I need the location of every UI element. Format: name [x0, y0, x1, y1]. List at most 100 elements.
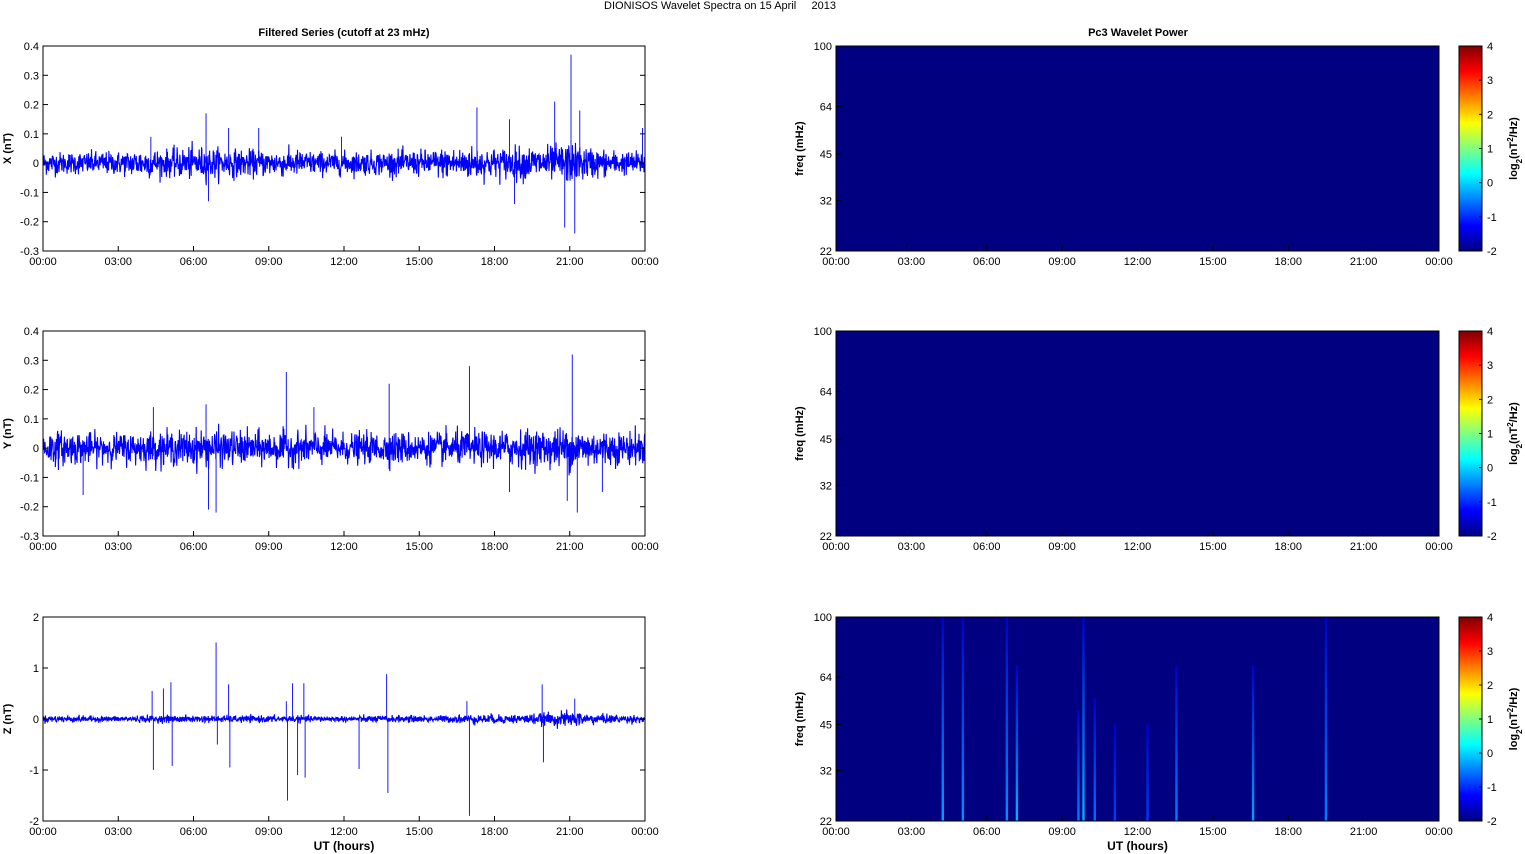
colorbar	[1458, 45, 1483, 252]
y-tick-label: 0	[33, 443, 39, 455]
x-tick-label: 09:00	[255, 541, 283, 553]
plot-area	[43, 331, 645, 536]
x-tick-label: 15:00	[405, 256, 433, 268]
heatmap-streak	[1175, 665, 1178, 821]
y-axis-label: freq (mHz)	[794, 691, 806, 746]
x-tick-label: 12:00	[1124, 541, 1152, 553]
x-tick-label: 21:00	[556, 256, 584, 268]
x-tick-label: 06:00	[973, 541, 1001, 553]
y-axis-label: freq (mHz)	[794, 406, 806, 461]
y-tick-label: 32	[820, 480, 832, 492]
y-tick-label: 100	[814, 326, 832, 338]
colorbar-tick-label: 0	[1487, 463, 1493, 475]
y-tick-label: -1	[29, 765, 39, 777]
x-tick-label: 18:00	[481, 256, 509, 268]
colorbar-tick-label: 4	[1487, 326, 1493, 338]
y-tick-label: 0.1	[24, 414, 39, 426]
x-tick-label: 15:00	[1199, 826, 1227, 838]
y-tick-label: 22	[820, 816, 832, 828]
x-tick-label: 15:00	[405, 541, 433, 553]
y-tick-label: 2	[33, 612, 39, 624]
colorbar-label-sub: 2	[1515, 729, 1524, 734]
heatmap-background	[836, 46, 1439, 251]
colorbar-label-sup: 2	[1506, 137, 1515, 142]
x-tick-label: 18:00	[481, 541, 509, 553]
y-tick-label: 0.3	[24, 70, 39, 82]
right-column-title: Pc3 Wavelet Power	[1088, 27, 1189, 39]
y-tick-label: 100	[814, 41, 832, 53]
y-tick-label: 100	[814, 612, 832, 624]
y-tick-label: 0.2	[24, 100, 39, 112]
heatmap-streak	[1113, 724, 1117, 821]
y-tick-label: 64	[820, 386, 832, 398]
y-tick-label: -0.3	[20, 246, 39, 258]
heatmap-streak	[1251, 665, 1255, 821]
y-tick-label: 0.1	[24, 129, 39, 141]
x-tick-label: 12:00	[330, 256, 358, 268]
x-tick-label: 18:00	[1274, 541, 1302, 553]
heatmap-streak	[1093, 697, 1096, 821]
x-tick-label: 09:00	[255, 826, 283, 838]
colorbar-tick-label: 2	[1487, 680, 1493, 692]
y-tick-label: 0	[33, 158, 39, 170]
heatmap-streak	[1077, 710, 1080, 821]
colorbar-label: log2(nT2/Hz)	[1506, 117, 1524, 180]
x-tick-label: 06:00	[180, 256, 208, 268]
y-axis-label: freq (mHz)	[794, 121, 806, 176]
heatmap-streak	[1324, 617, 1328, 821]
x-tick-label: 15:00	[405, 826, 433, 838]
x-tick-label: 03:00	[104, 541, 132, 553]
heatmap-streak	[1015, 665, 1019, 821]
x-tick-label: 03:00	[104, 256, 132, 268]
x-tick-label: 18:00	[1274, 826, 1302, 838]
x-tick-label: 03:00	[898, 256, 926, 268]
y-tick-label: 22	[820, 246, 832, 258]
x-tick-label: 00:00	[631, 256, 659, 268]
x-tick-label: 03:00	[898, 826, 926, 838]
colorbar-tick-label: -1	[1487, 782, 1497, 794]
y-tick-label: 0.2	[24, 385, 39, 397]
y-tick-label: 64	[820, 672, 832, 684]
colorbar-tick-label: 3	[1487, 360, 1493, 372]
x-tick-label: 21:00	[556, 541, 584, 553]
x-tick-label: 12:00	[330, 826, 358, 838]
colorbar-tick-label: -1	[1487, 497, 1497, 509]
heatmap-background	[836, 331, 1439, 536]
colorbar-tick-label: 3	[1487, 75, 1493, 87]
heatmap-streak	[1082, 617, 1085, 821]
y-tick-label: -0.3	[20, 531, 39, 543]
colorbar-label: log2(nT2/Hz)	[1506, 402, 1524, 465]
y-tick-label: 32	[820, 195, 832, 207]
colorbar-label-sup: 2	[1506, 707, 1515, 712]
heatmap-streak	[1146, 724, 1149, 821]
y-axis-label: Y (nT)	[2, 418, 14, 449]
y-tick-label: -0.2	[20, 502, 39, 514]
x-tick-label: 00:00	[1425, 826, 1453, 838]
panels: -0.3 -0.2 -0.1 0 0.1 0.2 0.3 0.4 X (nT) 00:00 03:0…	[2, 41, 1524, 853]
y-tick-label: 45	[820, 720, 832, 732]
heatmap-streak	[941, 617, 944, 821]
x-tick-label: 09:00	[1048, 541, 1076, 553]
x-tick-label: 00:00	[1425, 256, 1453, 268]
x-tick-label: 15:00	[1199, 541, 1227, 553]
colorbar-tick-label: -2	[1487, 816, 1497, 828]
y-axis-label: X (nT)	[2, 133, 14, 164]
x-tick-label: 21:00	[1350, 256, 1378, 268]
timeseries-panel-x: -0.3 -0.2 -0.1 0 0.1 0.2 0.3 0.4 X (nT) 00:00 03:0…	[2, 41, 659, 268]
figure-title: DIONISOS Wavelet Spectra on 15 April 201…	[604, 0, 836, 12]
colorbar-tick-label: 2	[1487, 394, 1493, 406]
x-tick-label: 00:00	[822, 256, 850, 268]
colorbar-label-sub: 2	[1515, 158, 1524, 163]
y-tick-label: 64	[820, 101, 832, 113]
heatmap-streak	[1005, 617, 1009, 821]
y-axis-label: Z (nT)	[2, 703, 14, 734]
y-tick-label: 0.4	[24, 41, 39, 53]
x-tick-label: 09:00	[255, 256, 283, 268]
x-axis-label: UT (hours)	[314, 839, 375, 853]
y-tick-label: -2	[29, 816, 39, 828]
timeseries-panel-z: -2 -1 0 1 2 Z (nT) 00:00 03:00 06:00 09:00 12:00 15…	[2, 612, 659, 853]
colorbar-label: log2(nT2/Hz)	[1506, 687, 1524, 750]
